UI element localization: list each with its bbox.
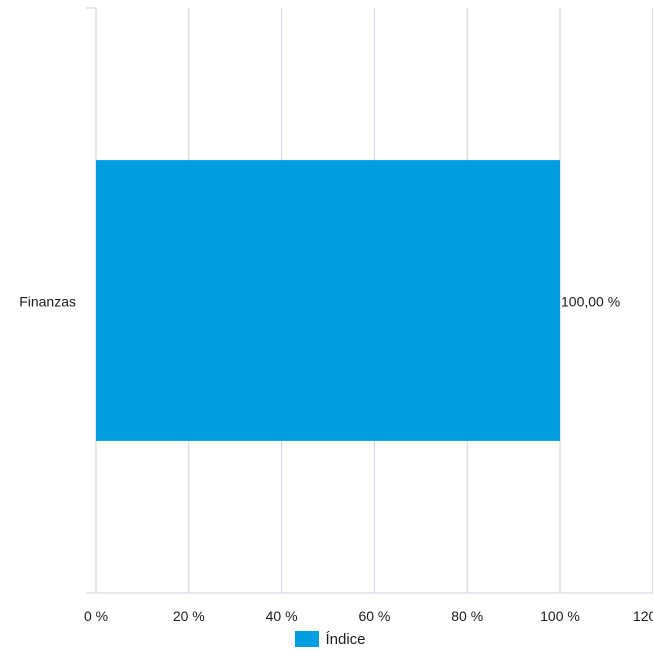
x-tick-label: 40 % <box>266 608 298 624</box>
data-labels: 100,00 % <box>561 294 620 310</box>
bars <box>96 160 560 441</box>
x-tick-label: 0 % <box>84 608 108 624</box>
x-tick-label: 20 % <box>173 608 205 624</box>
category-labels: Finanzas <box>19 294 76 310</box>
data-label: 100,00 % <box>561 294 620 310</box>
legend-swatch <box>295 631 320 647</box>
bar <box>96 160 560 441</box>
x-tick-labels: 0 % 20 % 40 % 60 % 80 % 100 % 120 % <box>84 608 653 624</box>
category-label: Finanzas <box>19 294 76 310</box>
legend: Índice <box>0 627 653 651</box>
x-tick-label: 100 % <box>540 608 580 624</box>
legend-item[interactable]: Índice <box>287 630 366 648</box>
x-tick-label: 120 % <box>633 608 653 624</box>
x-tick-label: 80 % <box>451 608 483 624</box>
bar-chart: 0 % 20 % 40 % 60 % 80 % 100 % 120 % Finanzas 1… <box>19 7 653 624</box>
x-tick-label: 60 % <box>358 608 390 624</box>
legend-label: Índice <box>325 630 366 648</box>
